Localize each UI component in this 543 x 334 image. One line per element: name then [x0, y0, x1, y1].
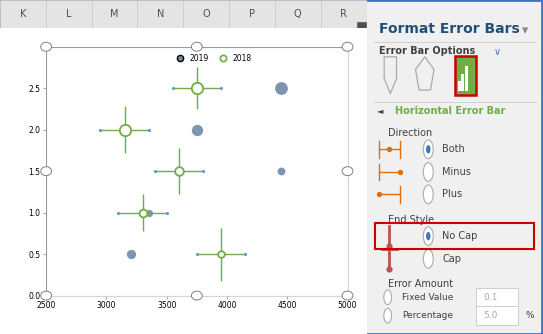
Circle shape	[384, 308, 392, 323]
FancyBboxPatch shape	[465, 66, 468, 91]
Text: K: K	[20, 9, 26, 19]
Circle shape	[192, 291, 202, 300]
Circle shape	[424, 163, 433, 181]
Point	[193, 86, 201, 91]
Point	[199, 168, 207, 174]
Point	[277, 86, 286, 91]
Text: Format Error Bars: Format Error Bars	[379, 22, 520, 36]
FancyBboxPatch shape	[92, 0, 137, 28]
Point	[217, 86, 225, 91]
Text: Direction: Direction	[388, 128, 432, 138]
Circle shape	[342, 42, 353, 51]
Text: Q: Q	[294, 9, 301, 19]
Point	[174, 168, 183, 174]
Circle shape	[424, 249, 433, 268]
Text: M: M	[110, 9, 119, 19]
Text: Cap: Cap	[443, 254, 462, 264]
FancyBboxPatch shape	[0, 28, 367, 334]
Point	[217, 252, 225, 257]
Point	[144, 210, 153, 215]
Point	[385, 266, 394, 272]
Text: L: L	[66, 9, 72, 19]
FancyBboxPatch shape	[455, 56, 476, 95]
Point	[375, 192, 383, 197]
FancyBboxPatch shape	[184, 0, 229, 28]
Point	[241, 252, 249, 257]
FancyBboxPatch shape	[357, 22, 367, 50]
FancyBboxPatch shape	[458, 81, 460, 91]
Text: ∨: ∨	[494, 47, 501, 57]
FancyBboxPatch shape	[46, 0, 92, 28]
Text: ▾: ▾	[522, 24, 528, 37]
Circle shape	[426, 145, 431, 154]
Point	[150, 168, 159, 174]
Point	[144, 127, 153, 132]
FancyBboxPatch shape	[462, 74, 464, 91]
Text: End Style: End Style	[388, 215, 434, 225]
Text: Fixed Value: Fixed Value	[402, 293, 453, 302]
FancyBboxPatch shape	[321, 0, 367, 28]
FancyBboxPatch shape	[0, 0, 46, 28]
Circle shape	[342, 291, 353, 300]
Circle shape	[342, 167, 353, 176]
Text: No Cap: No Cap	[443, 231, 478, 241]
FancyBboxPatch shape	[275, 0, 321, 28]
Point	[396, 169, 405, 175]
Text: 0.1: 0.1	[483, 293, 497, 302]
Point	[96, 127, 105, 132]
Text: Both: Both	[443, 144, 465, 154]
Point	[385, 243, 394, 249]
Point	[120, 127, 129, 132]
Circle shape	[384, 290, 392, 305]
Point	[168, 86, 177, 91]
Point	[193, 252, 201, 257]
Text: %: %	[525, 311, 534, 320]
Text: ◄: ◄	[377, 106, 383, 115]
FancyBboxPatch shape	[229, 0, 275, 28]
Circle shape	[41, 291, 52, 300]
Point	[126, 252, 135, 257]
FancyBboxPatch shape	[476, 306, 518, 325]
Text: R: R	[340, 9, 347, 19]
Text: Percentage: Percentage	[402, 311, 453, 320]
Circle shape	[41, 42, 52, 51]
Point	[114, 210, 123, 215]
Point	[138, 210, 147, 215]
FancyBboxPatch shape	[137, 0, 184, 28]
Circle shape	[424, 227, 433, 245]
Text: Horizontal Error Bar: Horizontal Error Bar	[395, 106, 505, 116]
Circle shape	[424, 140, 433, 159]
Point	[385, 147, 394, 152]
Circle shape	[426, 232, 431, 240]
Circle shape	[192, 42, 202, 51]
Text: Plus: Plus	[443, 189, 463, 199]
Circle shape	[424, 185, 433, 204]
Text: N: N	[157, 9, 164, 19]
Text: 5.0: 5.0	[483, 311, 497, 320]
Text: Error Amount: Error Amount	[388, 279, 453, 289]
Legend: 2019, 2018: 2019, 2018	[169, 50, 255, 66]
Circle shape	[41, 167, 52, 176]
Text: P: P	[249, 9, 255, 19]
Point	[277, 168, 286, 174]
Text: Minus: Minus	[443, 167, 471, 177]
Point	[162, 210, 171, 215]
Text: Error Bar Options: Error Bar Options	[379, 46, 475, 56]
Text: O: O	[203, 9, 210, 19]
Point	[193, 127, 201, 132]
FancyBboxPatch shape	[476, 288, 518, 307]
